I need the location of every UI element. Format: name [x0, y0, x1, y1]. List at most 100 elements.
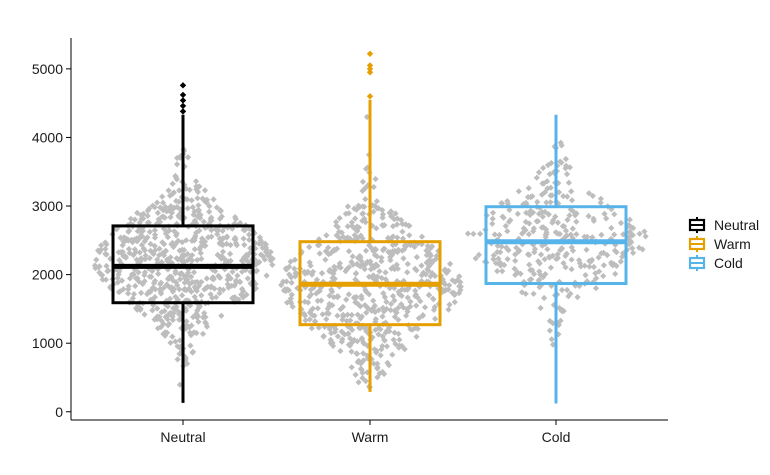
jitter-point: [394, 234, 401, 241]
jitter-point: [558, 159, 565, 166]
jitter-point: [160, 320, 167, 327]
jitter-point: [92, 265, 99, 272]
jitter-point: [624, 223, 631, 230]
jitter-point: [266, 252, 273, 259]
jitter-point: [239, 268, 246, 275]
jitter-point: [554, 320, 561, 327]
jitter-point: [387, 257, 394, 264]
jitter-point: [592, 285, 600, 292]
jitter-point: [489, 220, 496, 227]
jitter-point: [572, 212, 579, 219]
jitter-point: [200, 218, 207, 225]
jitter-point: [572, 282, 579, 289]
jitter-point: [315, 324, 322, 331]
jitter-point: [198, 255, 205, 262]
jitter-point: [560, 193, 567, 200]
jitter-point: [166, 258, 173, 265]
jitter-point: [125, 283, 132, 290]
jitter-point: [131, 216, 138, 223]
jitter-point: [543, 229, 550, 236]
jitter-point: [405, 222, 412, 229]
jitter-point: [539, 213, 546, 220]
jitter-point: [475, 251, 482, 258]
jitter-point: [253, 267, 261, 274]
jitter-point: [426, 251, 433, 258]
jitter-point: [291, 265, 298, 272]
jitter-point: [220, 286, 227, 293]
jitter-point: [512, 271, 519, 278]
jitter-point: [406, 232, 413, 239]
jitter-point: [559, 223, 566, 230]
jitter-point: [174, 356, 181, 363]
jitter-point: [568, 197, 576, 204]
jitter-point: [380, 245, 387, 252]
jitter-point: [125, 290, 132, 297]
x-tick-label: Neutral: [160, 429, 205, 445]
jitter-point: [173, 303, 180, 310]
jitter-point: [365, 291, 373, 298]
jitter-point: [494, 242, 501, 249]
jitter-point: [352, 371, 359, 378]
jitter-point: [288, 279, 295, 286]
jitter-point: [95, 247, 102, 254]
jitter-point: [240, 294, 247, 301]
jitter-point: [496, 231, 503, 239]
jitter-point: [369, 236, 376, 243]
jitter-point: [223, 240, 230, 247]
jitter-point: [504, 256, 511, 263]
jitter-point: [340, 311, 347, 318]
jitter-point: [354, 235, 361, 242]
jitter-point: [354, 311, 361, 318]
jitter-point: [529, 209, 537, 216]
jitter-point: [325, 251, 332, 258]
jitter-point: [372, 316, 379, 323]
jitter-point: [309, 305, 316, 312]
jitter-point: [350, 261, 357, 268]
jitter-point: [308, 291, 315, 298]
jitter-point: [340, 233, 347, 241]
jitter-point: [245, 259, 252, 266]
jitter-point: [324, 305, 331, 312]
jitter-point: [284, 286, 291, 293]
jitter-point: [235, 296, 242, 303]
jitter-point: [415, 315, 422, 322]
jitter-point: [345, 330, 352, 337]
jitter-point: [423, 259, 430, 266]
jitter-point: [377, 352, 384, 359]
jitter-point: [529, 267, 536, 274]
jitter-point: [241, 241, 248, 248]
jitter-point: [555, 200, 562, 207]
jitter-point: [529, 193, 536, 200]
jitter-point: [371, 264, 378, 271]
jitter-point: [522, 290, 529, 297]
jitter-point: [209, 275, 216, 282]
legend-label: Warm: [714, 236, 751, 252]
jitter-point: [521, 282, 528, 289]
jitter-point: [149, 296, 156, 303]
jitter-point: [149, 268, 156, 275]
jitter-point: [182, 275, 189, 282]
jitter-point: [360, 210, 367, 217]
y-tick-label: 2000: [32, 267, 63, 283]
jitter-point: [383, 343, 390, 350]
jitter-point: [373, 347, 380, 354]
jitter-point: [394, 265, 401, 272]
jitter-point: [131, 246, 138, 253]
jitter-point: [598, 231, 605, 238]
jitter-point: [548, 336, 555, 343]
jitter-point: [347, 235, 354, 242]
jitter-point: [179, 292, 186, 299]
jitter-point: [355, 224, 362, 231]
jitter-point: [527, 207, 534, 214]
jitter-point: [189, 279, 196, 286]
jitter-point: [338, 338, 345, 345]
jitter-point: [535, 210, 543, 217]
jitter-point: [372, 245, 379, 253]
jitter-point: [98, 242, 105, 249]
jitter-point: [416, 283, 423, 290]
jitter-point: [188, 273, 195, 280]
jitter-point: [326, 326, 333, 333]
jitter-point: [307, 262, 314, 269]
jitter-point: [398, 292, 405, 299]
jitter-point: [379, 222, 387, 229]
